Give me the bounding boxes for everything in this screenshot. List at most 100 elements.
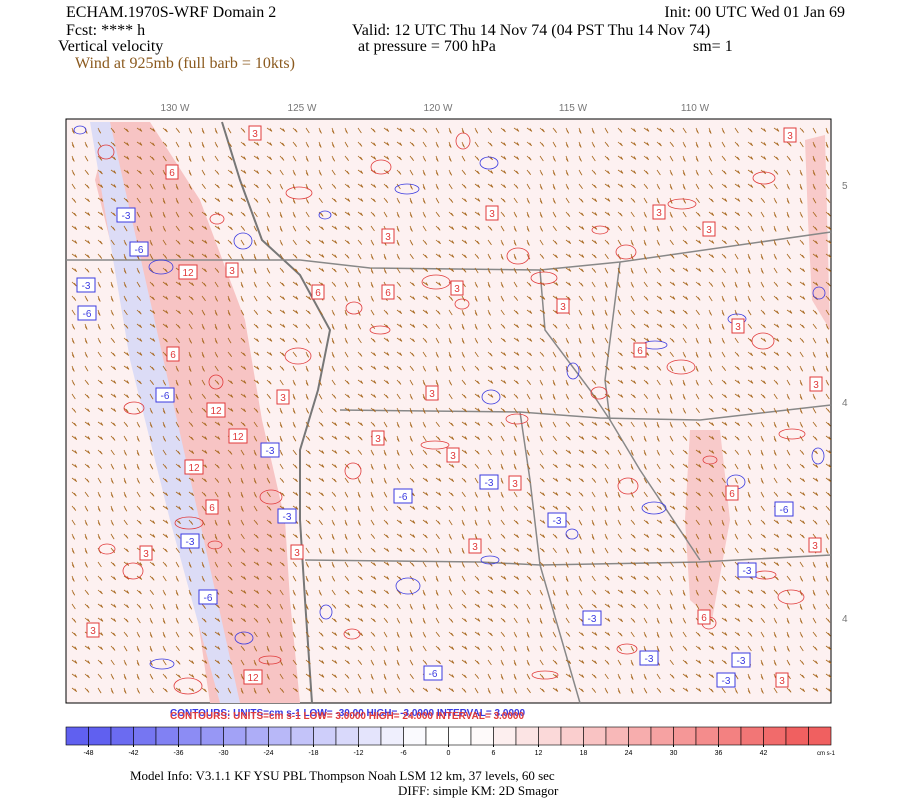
wind-barb xyxy=(591,295,596,302)
wind-barb xyxy=(799,141,804,148)
wind-barb xyxy=(305,435,311,441)
wind-barb xyxy=(110,155,116,161)
wind-barb xyxy=(617,365,624,370)
wind-barb xyxy=(396,561,403,566)
wind-barb xyxy=(474,379,480,385)
contour-label-box xyxy=(165,164,179,180)
wind-barb xyxy=(591,631,598,636)
wind-barb xyxy=(136,365,143,370)
wind-barb xyxy=(318,589,322,596)
wind-barb xyxy=(461,533,465,540)
wind-barb xyxy=(201,547,205,554)
wind-barb xyxy=(591,449,598,455)
wind-barb xyxy=(305,589,309,596)
contour-label-box xyxy=(725,485,739,501)
wind-barb xyxy=(305,365,309,372)
wind-barb xyxy=(799,645,804,652)
wind-barb xyxy=(370,519,375,526)
wind-barb xyxy=(357,659,363,665)
wind-barb xyxy=(799,295,806,300)
contour-label-box xyxy=(116,207,136,223)
wind-barb xyxy=(435,421,440,428)
contour-label-box xyxy=(381,228,395,244)
contour-label: -6 xyxy=(161,391,170,402)
wind-barb xyxy=(110,281,114,288)
wind-barb xyxy=(318,477,325,482)
wind-barb xyxy=(97,211,104,216)
wind-barb xyxy=(175,309,181,315)
wind-barb xyxy=(513,435,517,442)
wind-barb xyxy=(266,323,273,328)
wind-barb xyxy=(344,379,350,385)
wind-barb xyxy=(513,225,517,232)
wind-barb xyxy=(422,225,427,232)
wind-barb xyxy=(539,197,543,204)
wind-barb xyxy=(695,337,699,344)
wind-barb xyxy=(721,225,728,230)
contour-label-box xyxy=(737,562,757,578)
wind-barb xyxy=(279,673,284,680)
wind-barb xyxy=(708,505,713,512)
wind-barb xyxy=(786,393,790,400)
contour xyxy=(812,286,826,300)
wind-barb xyxy=(305,379,309,386)
wind-barb xyxy=(240,197,247,203)
wind-barb xyxy=(175,421,180,428)
wind-barb xyxy=(734,631,741,637)
wind-barb xyxy=(214,183,220,189)
wind-barb xyxy=(760,267,764,274)
wind-barb xyxy=(500,239,504,246)
wind-barb xyxy=(214,463,220,469)
wind-barb xyxy=(240,379,247,384)
wind-barb xyxy=(448,477,455,483)
wind-barb xyxy=(136,155,143,160)
wind-barb xyxy=(617,589,624,594)
wind-barb xyxy=(708,351,712,358)
wind-barb xyxy=(526,491,532,497)
wind-barb xyxy=(695,645,701,651)
wind-barb xyxy=(578,421,584,427)
wind-barb xyxy=(123,491,127,498)
wind-barb xyxy=(656,463,661,470)
wind-barb xyxy=(175,603,179,610)
colorbar-box xyxy=(470,726,494,746)
wind-barb xyxy=(292,351,297,358)
colorbar-box xyxy=(290,726,314,746)
wind-barb xyxy=(578,477,584,483)
wind-barb xyxy=(552,477,559,482)
wind-barb xyxy=(97,379,103,385)
wind-barb xyxy=(760,337,767,342)
colorbar-box xyxy=(763,726,787,746)
wind-barb xyxy=(786,603,790,610)
wind-barb xyxy=(435,169,439,176)
wind-barb xyxy=(344,589,350,595)
wind-barb xyxy=(344,561,349,568)
wind-barb xyxy=(773,309,780,315)
wind-barb xyxy=(695,253,702,258)
contour-label-box xyxy=(76,277,96,293)
contour xyxy=(591,225,609,235)
contour-label-box xyxy=(311,284,325,300)
wind-barb xyxy=(682,631,687,638)
wind-barb xyxy=(435,687,442,692)
wind-barb xyxy=(409,617,413,624)
wind-barb xyxy=(357,351,363,357)
wind-barb xyxy=(721,659,727,665)
wind-barb xyxy=(136,267,140,274)
wind-barb xyxy=(734,687,738,694)
wind-barb xyxy=(331,393,337,399)
wind-barb xyxy=(617,421,623,427)
wind-barb xyxy=(214,239,221,245)
wind-barb xyxy=(591,421,598,426)
wind-barb xyxy=(604,155,610,161)
wind-barb xyxy=(175,155,179,162)
wind-barb xyxy=(812,673,819,678)
wind-barb xyxy=(97,645,104,651)
wind-barb xyxy=(370,267,374,274)
wind-barb xyxy=(734,197,741,202)
wind-barb xyxy=(500,421,506,427)
wind-barb xyxy=(617,519,622,526)
wind-barb xyxy=(721,603,727,609)
wind-barb xyxy=(357,617,364,622)
wind-barb xyxy=(344,631,351,636)
